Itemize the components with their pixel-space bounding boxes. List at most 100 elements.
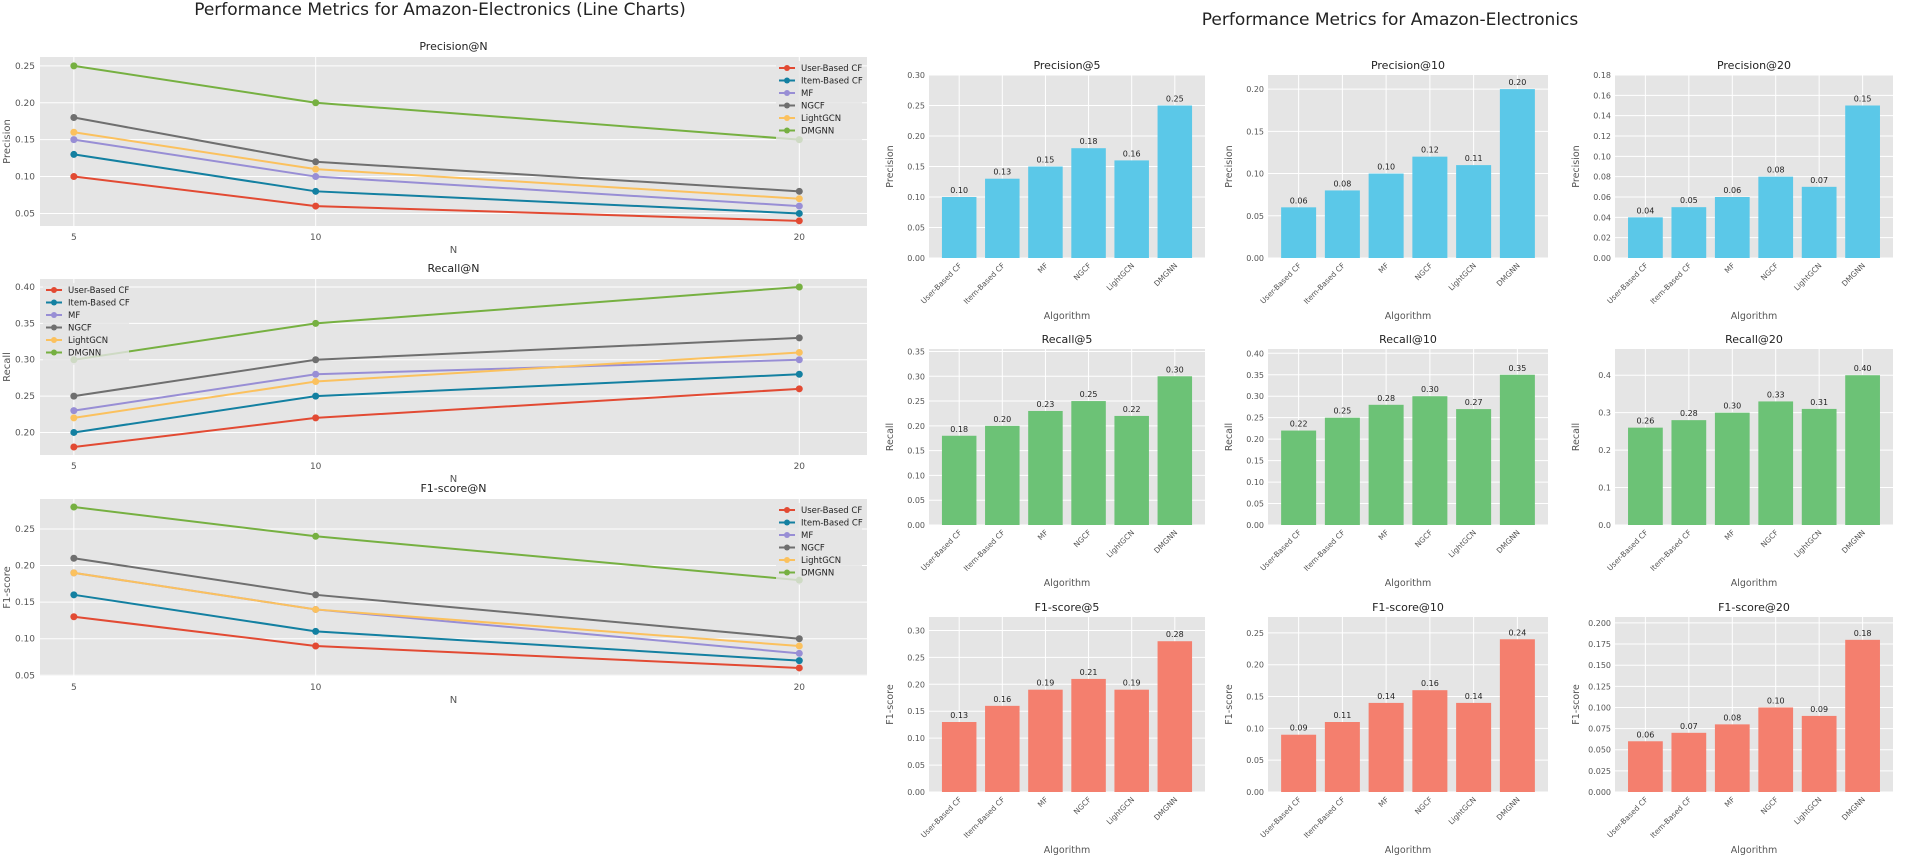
y-tick-label: 0.025: [1588, 767, 1611, 776]
data-point: [312, 605, 320, 613]
y-tick-label: 0.10: [1246, 478, 1264, 487]
y-tick-label: 0.15: [1246, 693, 1264, 702]
bar: [1157, 105, 1193, 258]
data-point: [795, 642, 803, 650]
legend-marker: [784, 90, 790, 96]
x-tick-label: LightGCN: [1792, 795, 1823, 826]
bar: [1758, 401, 1794, 525]
bar-value-label: 0.19: [1123, 679, 1141, 688]
data-point: [795, 195, 803, 203]
legend-label: DMGNN: [801, 127, 834, 137]
data-point: [795, 649, 803, 657]
y-tick-label: 0.35: [907, 347, 925, 356]
data-point: [70, 569, 78, 577]
data-point: [795, 657, 803, 665]
bar: [1324, 417, 1360, 525]
bar: [1801, 186, 1837, 258]
bar: [1412, 156, 1448, 258]
x-tick-label: 5: [71, 462, 77, 472]
y-tick-label: 0.25: [15, 525, 35, 535]
data-point: [312, 319, 320, 327]
y-tick-label: 0.15: [15, 598, 35, 608]
line-precision-chart: 0.05 0.10 0.15 0.20 0.25 5 10 20 Precision@N N Pre…: [2, 40, 867, 256]
bar: [1671, 420, 1707, 525]
y-tick-label: 0.12: [1593, 132, 1611, 141]
legend-label: LightGCN: [801, 556, 841, 566]
y-tick-label: 0.05: [907, 224, 925, 233]
y-tick-label: 0.30: [907, 372, 925, 381]
bar: [941, 197, 977, 258]
bar: [1758, 176, 1794, 258]
y-tick-label: 0.25: [1246, 629, 1264, 638]
bar-value-label: 0.08: [1333, 179, 1351, 188]
y-tick-label: 0.00: [1246, 521, 1264, 530]
x-axis-label: Algorithm: [1385, 845, 1432, 856]
y-tick-label: 0.25: [907, 653, 925, 662]
bar: [1714, 724, 1750, 792]
bar-f1-10-chart: 0.00 0.05 0.10 0.15 0.20 0.25 0.09 User-Based C…: [1224, 601, 1548, 856]
legend-box: [776, 503, 862, 585]
x-tick-label: DMGNN: [1152, 528, 1179, 555]
y-tick-label: 0.3: [1598, 409, 1611, 418]
bar: [985, 705, 1020, 792]
x-tick-label: LightGCN: [1447, 261, 1478, 292]
bar-value-label: 0.13: [993, 168, 1011, 177]
y-axis-label: Recall: [2, 352, 13, 382]
x-axis-label: Algorithm: [1385, 311, 1432, 322]
data-point: [70, 554, 78, 562]
y-tick-label: 0.10: [15, 635, 35, 645]
y-tick-label: 0.00: [1246, 788, 1264, 797]
legend-marker: [51, 324, 57, 331]
legend-label: User-Based CF: [801, 506, 862, 516]
y-tick-label: 0.10: [1246, 170, 1264, 179]
bar-value-label: 0.20: [1508, 78, 1526, 87]
y-tick-label: 0.2: [1598, 446, 1611, 455]
chart-title: Precision@5: [1033, 59, 1100, 72]
legend-label: DMGNN: [801, 569, 834, 579]
chart-title: Recall@20: [1725, 333, 1783, 346]
bar: [1071, 401, 1106, 525]
bar: [1071, 148, 1106, 258]
y-tick-label: 0.30: [907, 626, 925, 635]
data-point: [70, 407, 78, 415]
x-axis-label: Algorithm: [1044, 845, 1091, 856]
x-tick-label: 10: [310, 462, 322, 472]
y-tick-label: 0.35: [1246, 371, 1264, 380]
x-tick-label: User-Based CF: [1605, 261, 1650, 306]
x-tick-label: User-Based CF: [1258, 795, 1303, 840]
legend-label: NGCF: [801, 544, 825, 554]
bar-value-label: 0.35: [1508, 364, 1526, 373]
y-axis-label: F1-score: [2, 566, 13, 609]
x-axis-label: Algorithm: [1731, 578, 1778, 589]
y-tick-label: 0.05: [1246, 756, 1264, 765]
x-tick-label: DMGNN: [1495, 528, 1522, 555]
x-tick-label: MF: [1723, 795, 1737, 809]
y-tick-label: 0.15: [15, 136, 35, 146]
bar-value-label: 0.18: [1854, 629, 1872, 638]
x-tick-label: DMGNN: [1152, 261, 1179, 288]
legend-marker: [784, 115, 790, 121]
x-tick-label: MF: [1377, 261, 1391, 275]
x-tick-label: User-Based CF: [1605, 528, 1650, 573]
bar-f1-5-chart: 0.00 0.05 0.10 0.15 0.20 0.25 0.30 0.13 User-Bas…: [885, 601, 1205, 856]
bar-value-label: 0.40: [1854, 364, 1872, 373]
bar: [1628, 217, 1663, 258]
data-point: [795, 348, 803, 356]
y-axis-label: Recall: [885, 423, 896, 451]
y-axis-label: Precision: [885, 145, 896, 187]
x-tick-label: Item-Based CF: [962, 795, 1007, 840]
data-point: [312, 158, 320, 166]
x-tick-label: User-Based CF: [919, 528, 964, 573]
y-axis-label: Precision: [1224, 145, 1235, 187]
bar-precision-5-chart: 0.00 0.05 0.10 0.15 0.20 0.25 0.30 0.10 User-Bas…: [885, 59, 1205, 322]
chart-title: F1-score@10: [1372, 601, 1444, 614]
bar-value-label: 0.11: [1465, 154, 1483, 163]
bar: [1281, 734, 1317, 792]
bar: [1324, 190, 1360, 258]
legend-marker: [784, 532, 790, 538]
data-point: [312, 532, 320, 540]
x-tick-label: NGCF: [1072, 528, 1093, 549]
y-tick-label: 0.175: [1588, 640, 1611, 649]
legend-marker: [51, 337, 57, 343]
